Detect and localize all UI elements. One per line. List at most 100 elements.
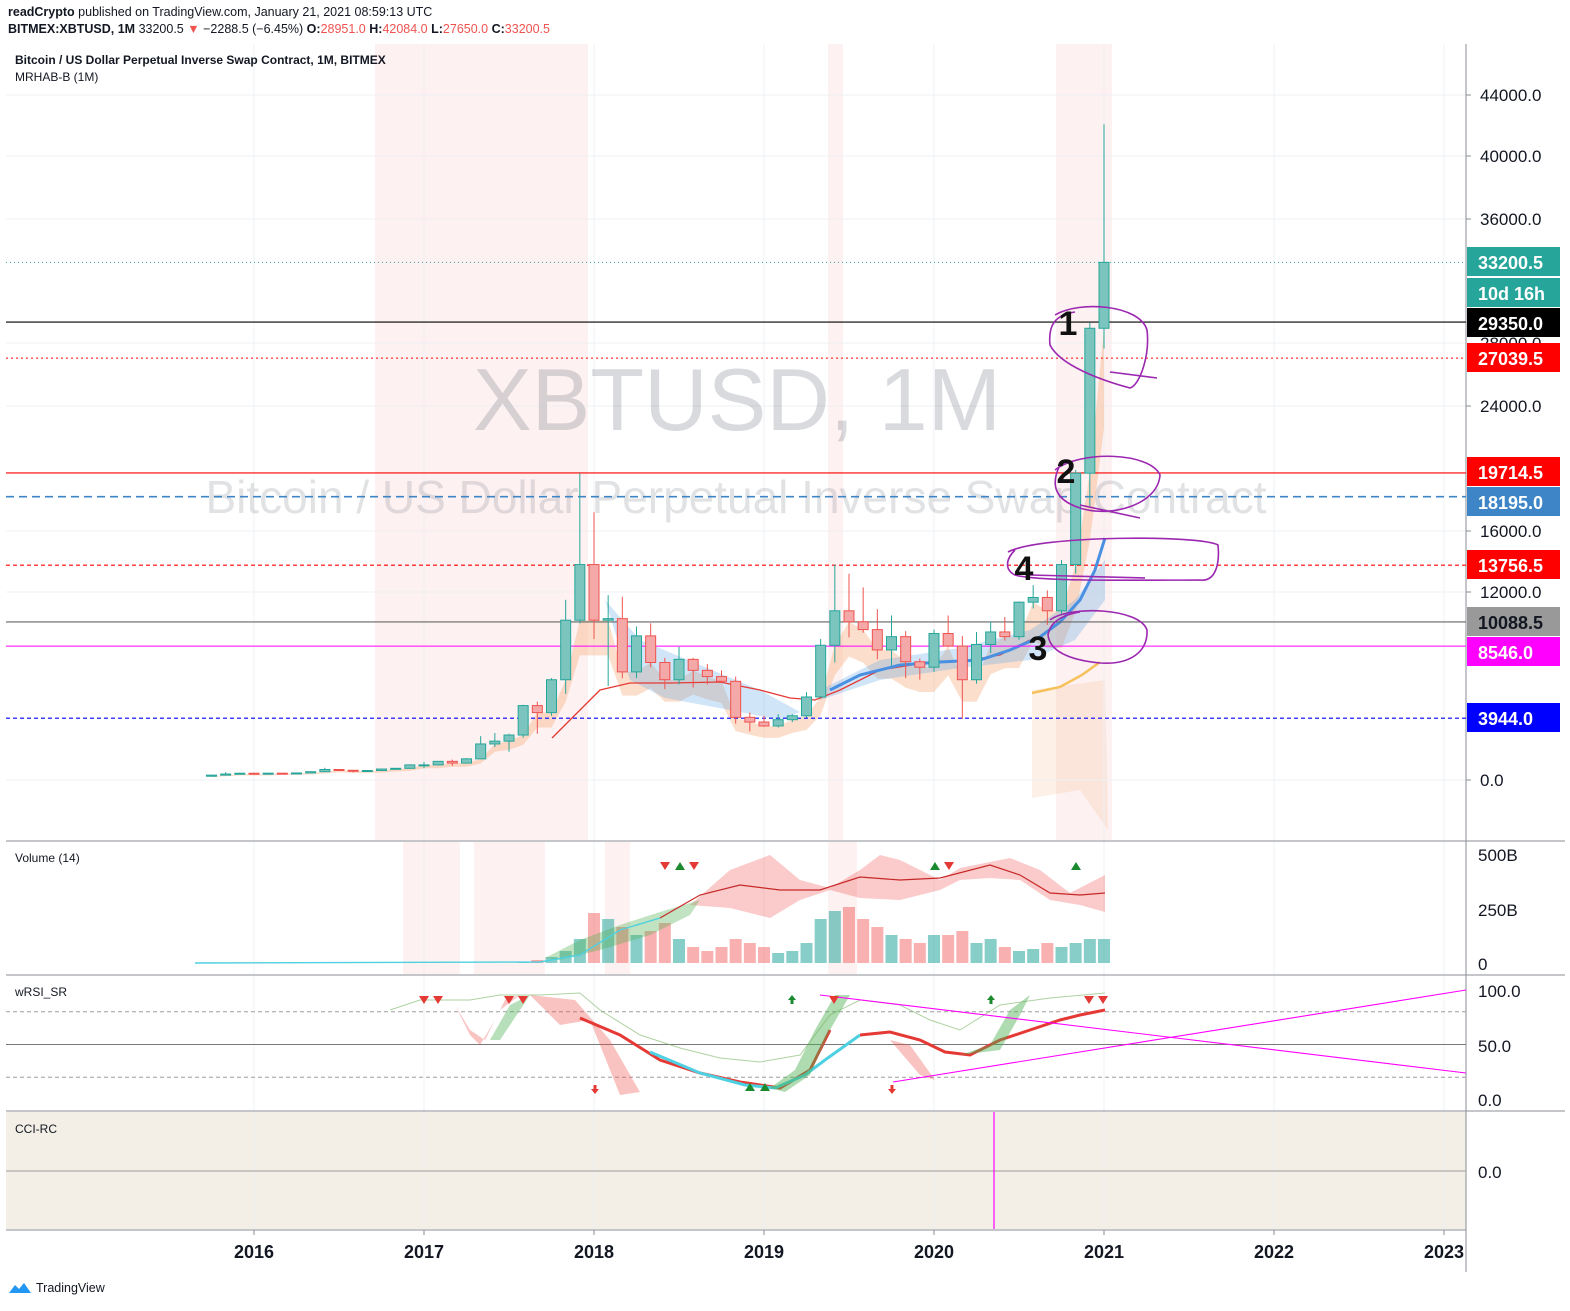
- annotation-circle-1: [1048, 305, 1158, 389]
- price-tag: [1467, 343, 1560, 372]
- price-tag-label: 13756.5: [1478, 556, 1543, 576]
- candle-body: [517, 705, 529, 736]
- cci-tick-label: 0.0: [1478, 1163, 1502, 1182]
- volume-ma-cyan: [194, 917, 661, 964]
- price-tag: [1467, 457, 1560, 486]
- sell-triangle-icon: [660, 862, 670, 870]
- volume-bar: [602, 919, 615, 963]
- publish-info: readCrypto published on TradingView.com,…: [8, 5, 432, 19]
- candle-body: [390, 767, 402, 770]
- candle-body: [588, 564, 600, 621]
- volume-bar: [573, 939, 586, 963]
- candle-body: [248, 772, 260, 775]
- candle-body: [886, 636, 897, 651]
- tradingview-logo-icon: [9, 1283, 31, 1293]
- price-tick-label: 0.0: [1480, 771, 1504, 790]
- volume-bar: [843, 907, 855, 963]
- candle-body: [645, 635, 657, 663]
- rsi-tick-label: 100.0: [1478, 982, 1521, 1001]
- volume-bar: [800, 943, 813, 963]
- volume-bar: [786, 951, 799, 963]
- candle-body: [758, 721, 770, 727]
- candle-body: [560, 619, 572, 681]
- candle-body: [772, 719, 784, 727]
- close-label: C:: [491, 22, 505, 36]
- candle-body: [489, 740, 501, 745]
- candle-body: [262, 772, 274, 775]
- last-price: 33200.5: [138, 22, 184, 36]
- buy-triangle-icon: [760, 1083, 770, 1091]
- symbol-label: BITMEX:XBTUSD, 1M: [8, 22, 136, 36]
- volume-bar: [758, 947, 770, 963]
- footer-brand[interactable]: TradingView: [8, 1281, 105, 1295]
- time-tick-label: 2017: [404, 1242, 444, 1262]
- time-tick-label: 2020: [914, 1242, 954, 1262]
- volume-bar: [729, 939, 742, 963]
- open-label: O:: [306, 22, 321, 36]
- price-tick-label: 24000.0: [1480, 397, 1541, 416]
- cci-pane-title: CCI-RC: [15, 1122, 57, 1136]
- price-tag: [1467, 550, 1560, 579]
- price-tick-label: 44000.0: [1480, 86, 1541, 105]
- time-tick-label: 2023: [1424, 1242, 1464, 1262]
- rsi-line-cyan: [649, 1033, 861, 1090]
- price-tag: [1467, 607, 1560, 636]
- volume-bar: [1069, 943, 1082, 963]
- watermark-symbol: XBTUSD, 1M: [473, 350, 1001, 449]
- candle-body: [716, 676, 727, 682]
- volume-bar: [913, 943, 926, 963]
- price-tag: [1467, 637, 1560, 666]
- volume-bar: [616, 927, 629, 963]
- arrow-up-icon: [788, 995, 796, 1004]
- volume-bar: [715, 947, 728, 963]
- volume-bar: [1055, 947, 1068, 963]
- candle-body: [1041, 596, 1053, 612]
- candle-body: [956, 645, 968, 681]
- ma-line-blue: [829, 537, 1107, 692]
- candle-body: [815, 644, 827, 698]
- buy-triangle-icon: [1071, 862, 1081, 870]
- candle-body: [1056, 564, 1067, 612]
- candle-body: [220, 773, 232, 776]
- candle-body: [999, 631, 1011, 638]
- candle-body: [1098, 261, 1110, 329]
- price-tag: [1467, 247, 1560, 276]
- volume-tick-label: 0: [1478, 955, 1487, 974]
- low-value: 27650.0: [442, 22, 489, 36]
- volume-highlight-band: [474, 842, 545, 974]
- candle-body: [659, 662, 671, 681]
- forecast-area: [1032, 680, 1108, 830]
- rsi-trendline: [892, 989, 1467, 1083]
- rsi-ribbon: [530, 995, 640, 1095]
- candle-body: [730, 680, 742, 718]
- volume-pane-title: Volume (14): [15, 851, 80, 865]
- price-tick-label: 36000.0: [1480, 210, 1541, 229]
- candle-body: [942, 633, 954, 647]
- time-tick-label: 2016: [234, 1242, 274, 1262]
- rsi-line-red-2: [859, 1008, 1106, 1057]
- annotation-circle-3: [1047, 609, 1148, 664]
- volume-bar: [942, 935, 955, 963]
- volume-bar: [1098, 939, 1110, 963]
- published-text: published on TradingView.com, January 21…: [78, 5, 433, 19]
- volume-bar: [984, 939, 997, 963]
- candle-body: [1013, 601, 1025, 638]
- volume-bar: [871, 927, 884, 963]
- candle-body: [291, 772, 302, 775]
- annotation-number: 2: [1057, 453, 1076, 491]
- volume-bar: [687, 947, 700, 963]
- candle-body: [376, 768, 387, 772]
- time-tick-label: 2019: [744, 1242, 784, 1262]
- main-pane-title: Bitcoin / US Dollar Perpetual Inverse Sw…: [15, 53, 386, 67]
- candle-body: [985, 631, 997, 645]
- volume-bar: [828, 911, 841, 963]
- volume-bar: [701, 951, 714, 963]
- price-tick-label: 16000.0: [1480, 522, 1541, 541]
- candle-body: [418, 764, 430, 767]
- price-tag-label: 18195.0: [1478, 493, 1543, 513]
- candle-body: [871, 629, 883, 651]
- candle-body: [857, 621, 869, 631]
- indicator-label: MRHAB-B (1M): [15, 70, 99, 84]
- candle-body: [446, 760, 458, 764]
